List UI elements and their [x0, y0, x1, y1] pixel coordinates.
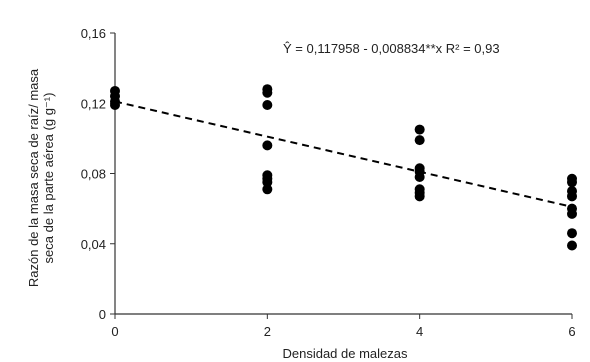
data-point — [262, 87, 273, 98]
regression-line — [114, 100, 573, 208]
data-point — [262, 100, 273, 111]
y-axis-title-line-2: seca de la parte aérea (g g⁻¹) — [41, 93, 56, 264]
data-point — [414, 172, 425, 183]
y-tick-label: 0 — [99, 307, 106, 322]
x-tick-label: 4 — [416, 324, 423, 339]
data-point — [567, 240, 577, 251]
data-point — [110, 100, 120, 111]
data-point — [567, 177, 577, 188]
data-point — [567, 191, 577, 202]
y-tick-label: 0,16 — [81, 26, 106, 41]
regression-line-group — [114, 100, 573, 208]
data-points — [110, 84, 577, 251]
regression-equation: Ŷ = 0,117958 - 0,008834**x R² = 0,93 — [283, 41, 500, 56]
y-axis-title: Razón de la masa seca de raíz/ masa seca… — [26, 68, 56, 287]
x-tick-label: 6 — [568, 324, 575, 339]
data-point — [414, 191, 425, 202]
x-tick-label: 0 — [111, 324, 118, 339]
y-axis-title-line-1: Razón de la masa seca de raíz/ masa — [26, 68, 41, 287]
y-tick-label: 0,04 — [81, 237, 106, 252]
y-tick-label: 0,12 — [81, 96, 106, 111]
x-axis-title: Densidad de malezas — [282, 346, 408, 361]
data-point — [262, 140, 273, 151]
data-point — [262, 184, 273, 195]
data-point — [262, 177, 273, 188]
y-tick-label: 0,08 — [81, 167, 106, 182]
data-point — [567, 208, 577, 219]
data-point — [414, 135, 425, 146]
data-point — [567, 228, 577, 239]
x-tick-label: 2 — [264, 324, 271, 339]
data-point — [414, 124, 425, 135]
